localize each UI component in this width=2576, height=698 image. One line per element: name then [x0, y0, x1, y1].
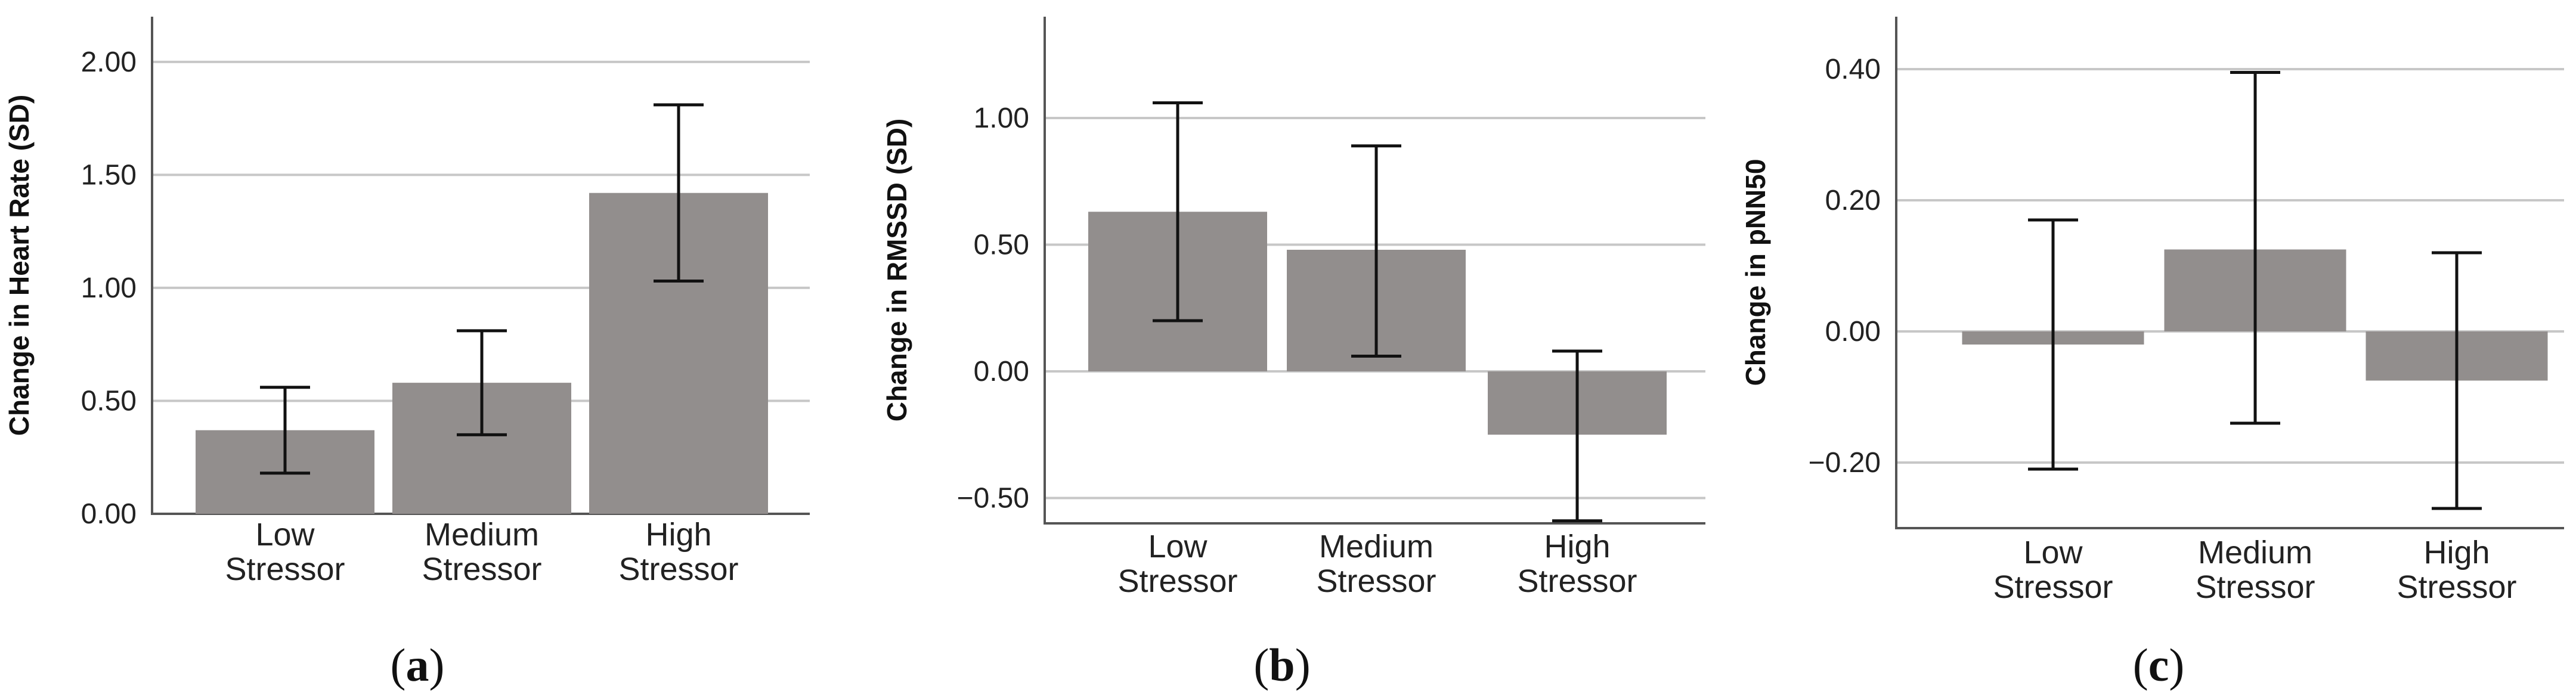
error-bar	[1153, 101, 1203, 322]
y-axis-label: Change in pNN50	[1740, 159, 1771, 386]
y-tick-label: 1.00	[974, 103, 1029, 134]
x-tick-label: Low	[1148, 529, 1208, 564]
x-tick-label: Medium	[1319, 529, 1433, 564]
x-tick-label: Stressor	[1316, 563, 1436, 599]
x-tick-label: Medium	[2198, 535, 2312, 570]
y-tick-label: 0.00	[1825, 316, 1881, 348]
x-tick-label: Stressor	[618, 551, 738, 587]
y-axis-label: Change in Heart Rate (SD)	[4, 95, 35, 436]
chart-panel-2: −0.500.000.501.00LowStressorMediumStress…	[881, 17, 1705, 691]
panel-label: (b)	[1253, 639, 1310, 691]
chart-panel-1: 0.000.501.001.502.00LowStressorMediumStr…	[4, 17, 810, 691]
y-tick-label: −0.20	[1809, 447, 1881, 479]
x-tick-label: High	[1544, 529, 1610, 564]
x-tick-label: High	[2423, 535, 2490, 570]
panel-label: (a)	[391, 639, 445, 691]
y-tick-label: 0.00	[81, 498, 137, 530]
x-tick-label: Low	[2023, 535, 2083, 570]
x-tick-label: Stressor	[1517, 563, 1637, 599]
error-bar	[1351, 144, 1401, 358]
y-tick-label: 0.40	[1825, 54, 1881, 85]
x-tick-label: High	[645, 517, 711, 553]
y-tick-label: −0.50	[957, 483, 1029, 514]
axis-lines	[1044, 17, 1705, 525]
x-tick-label: Stressor	[225, 551, 345, 587]
y-tick-label: 0.50	[974, 229, 1029, 261]
x-tick-label: Low	[255, 517, 315, 553]
y-tick-label: 1.00	[81, 272, 137, 304]
error-bar	[1552, 349, 1602, 523]
y-tick-label: 1.50	[81, 159, 137, 191]
y-tick-label: 0.20	[1825, 185, 1881, 216]
error-bar	[260, 386, 310, 475]
panel-label: (c)	[2133, 639, 2185, 691]
error-bar	[2432, 251, 2482, 510]
chart-panel-3: −0.200.000.200.40LowStressorMediumStress…	[1740, 17, 2564, 691]
x-tick-label: Medium	[425, 517, 539, 553]
error-bar	[654, 103, 704, 283]
x-tick-label: Stressor	[2397, 569, 2516, 605]
y-tick-label: 0.50	[81, 385, 137, 417]
error-bar	[2230, 71, 2280, 425]
y-tick-label: 0.00	[974, 356, 1029, 387]
error-bar	[457, 329, 507, 436]
error-bar	[2028, 218, 2078, 471]
x-tick-label: Stressor	[1993, 569, 2113, 605]
x-tick-label: Stressor	[2195, 569, 2315, 605]
x-tick-label: Stressor	[1117, 563, 1237, 599]
axis-lines	[1895, 17, 2564, 529]
y-axis-label: Change in RMSSD (SD)	[881, 119, 912, 422]
y-tick-label: 2.00	[81, 46, 137, 78]
x-tick-label: Stressor	[422, 551, 541, 587]
